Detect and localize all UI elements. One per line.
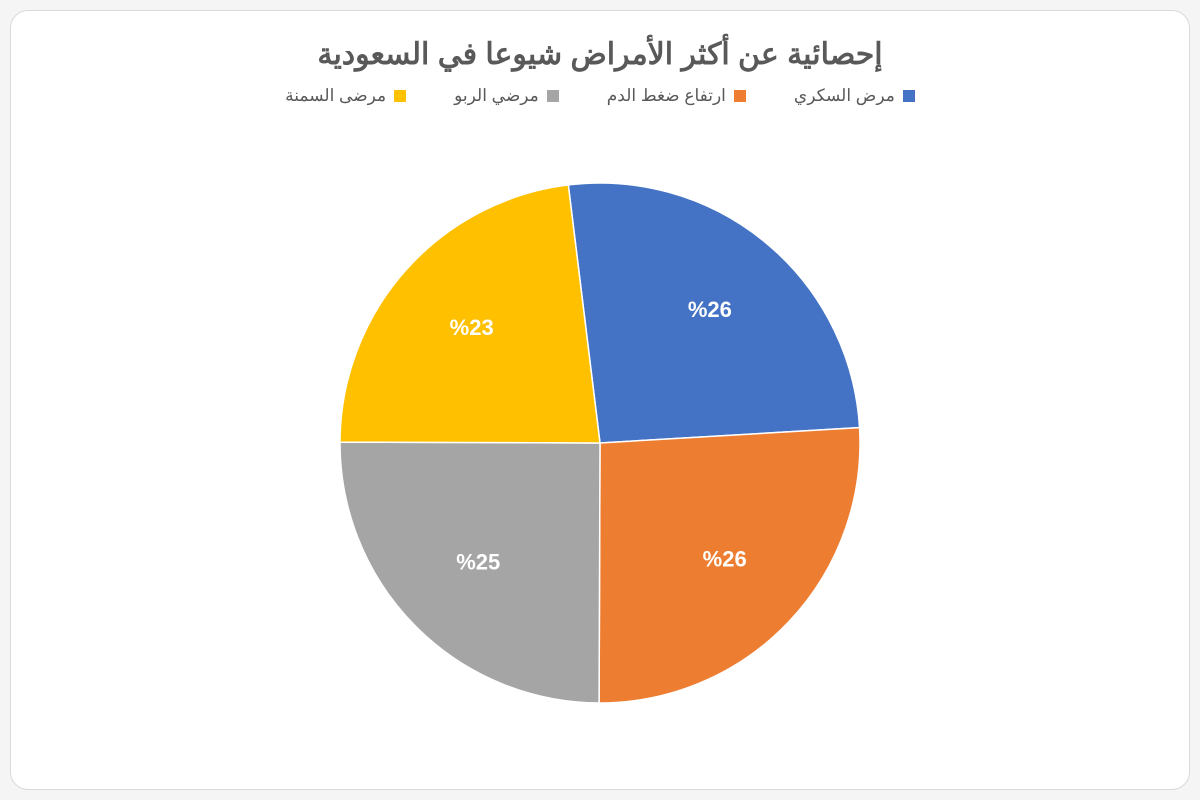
legend: مرض السكري ارتفاع ضغط الدم مرضي الربو مرضى …: [285, 86, 915, 106]
legend-swatch: [547, 90, 559, 102]
legend-swatch: [734, 90, 746, 102]
legend-swatch: [394, 90, 406, 102]
legend-item: مرض السكري: [794, 86, 915, 106]
slice-label: %25: [456, 549, 500, 574]
slice-label: %26: [688, 296, 732, 321]
legend-label: ارتفاع ضغط الدم: [607, 86, 726, 106]
legend-item: مرضى السمنة: [285, 86, 406, 106]
legend-item: ارتفاع ضغط الدم: [607, 86, 746, 106]
pie-container: %26 %26 %25 %23: [41, 116, 1159, 769]
slice-label: %23: [450, 314, 494, 339]
chart-title: إحصائية عن أكثر الأمراض شيوعا في السعودي…: [317, 37, 882, 72]
legend-swatch: [903, 90, 915, 102]
legend-item: مرضي الربو: [454, 86, 559, 106]
legend-label: مرض السكري: [794, 86, 895, 106]
legend-label: مرضى السمنة: [285, 86, 386, 106]
chart-frame: إحصائية عن أكثر الأمراض شيوعا في السعودي…: [10, 10, 1190, 790]
pie-chart: %26 %26 %25 %23: [330, 173, 870, 713]
slice-label: %26: [703, 546, 747, 571]
legend-label: مرضي الربو: [454, 86, 539, 106]
